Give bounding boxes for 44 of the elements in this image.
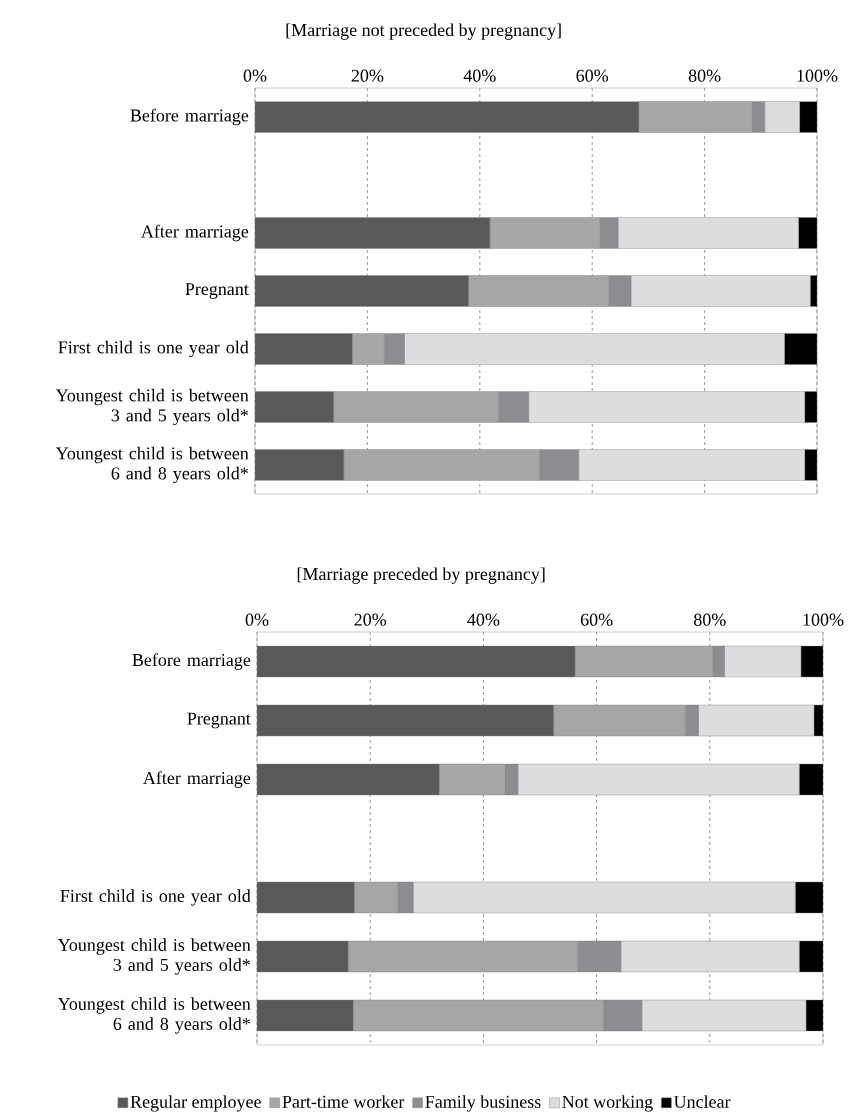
y-tick-label: Youngest child is between 3 and 5 years old* (55, 388, 249, 426)
x-tick-label: 0% (243, 69, 267, 82)
bar (784, 333, 818, 365)
bar (255, 333, 353, 365)
bar (257, 704, 554, 737)
legend-label: Family business (425, 1095, 541, 1112)
x-tick-label: 60% (580, 613, 613, 626)
y-tick-label: After marriage (143, 771, 251, 788)
y-tick-label: After marriage (141, 224, 249, 242)
y-tick-label: First child is one year old (60, 889, 251, 906)
bar (255, 101, 640, 133)
bar (257, 881, 355, 914)
x-tick-label: 60% (576, 69, 609, 82)
legend-label: Unclear (673, 1095, 731, 1108)
y-tick-label: Before marriage (130, 108, 249, 126)
bar (255, 391, 334, 423)
y-tick-label: Pregnant (185, 283, 249, 299)
x-tick-label: 0% (245, 613, 269, 626)
y-tick-label: Pregnant (187, 712, 251, 729)
x-tick-label: 100% (803, 613, 844, 626)
chart-title: [Marriage not preceded by pregnancy] (286, 23, 561, 40)
legend-label: Part-time worker (282, 1095, 405, 1108)
x-tick-label: 100% (797, 69, 838, 82)
bar (257, 940, 349, 973)
x-tick-label: 20% (354, 613, 387, 626)
x-tick-label: 80% (688, 69, 721, 82)
bar (255, 275, 469, 307)
y-tick-label: Youngest child is between 6 and 8 years old* (55, 446, 249, 484)
legend-label: Not working (562, 1095, 653, 1112)
bar (255, 217, 491, 249)
x-tick-label: 80% (694, 613, 726, 626)
bar (257, 999, 354, 1032)
y-tick-label: Youngest child is between 6 and 8 years old* (57, 997, 251, 1034)
legend-label: Regular employee (130, 1095, 261, 1112)
bar (255, 449, 344, 481)
chart-title: [Marriage preceded by pregnancy] (297, 567, 545, 584)
y-tick-label: Before marriage (132, 653, 251, 670)
y-tick-label: First child is one year old (58, 340, 249, 358)
x-tick-label: 40% (467, 613, 500, 626)
x-tick-label: 20% (351, 69, 384, 82)
bar (257, 763, 440, 796)
y-tick-label: Youngest child is between 3 and 5 years old* (57, 938, 251, 975)
x-tick-label: 40% (463, 69, 496, 82)
bar (257, 645, 576, 678)
